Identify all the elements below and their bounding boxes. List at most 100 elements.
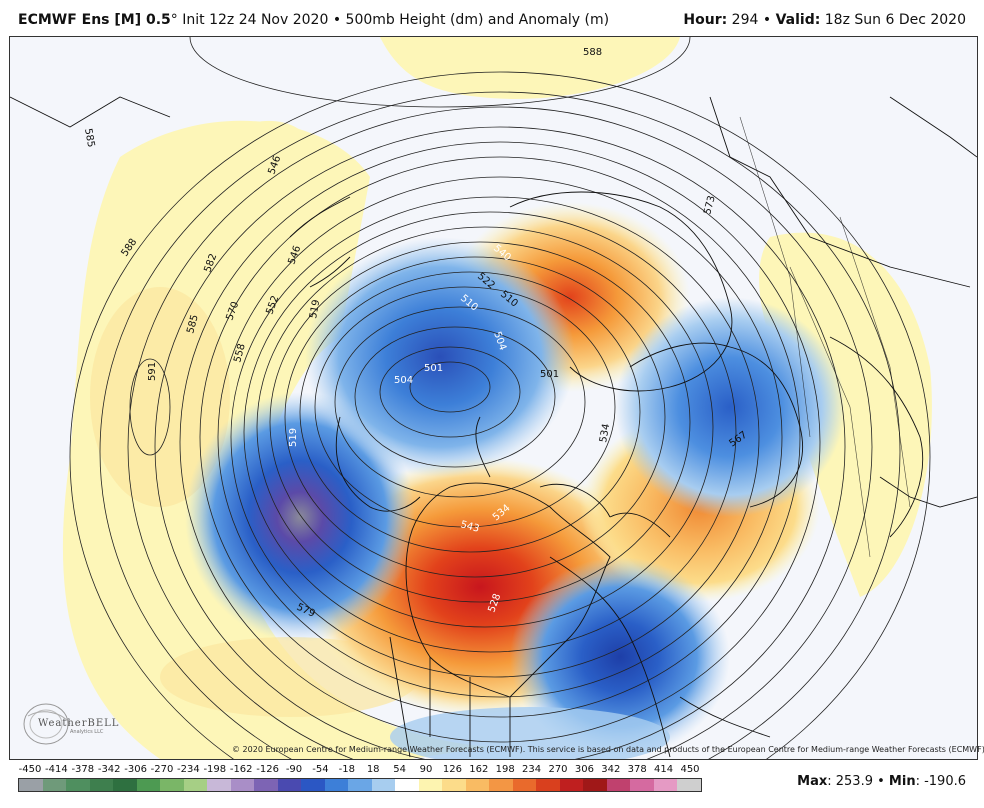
colorbar-cell <box>160 779 184 791</box>
map-panel[interactable]: 588 585 588 582 570 585 558 591 546 546 … <box>9 36 978 760</box>
colorbar-cell <box>606 779 631 791</box>
colorbar-tick-label: -450 <box>18 764 42 775</box>
colorbar-cell <box>136 779 161 791</box>
bullet: • <box>332 12 342 28</box>
colorbar-tick-label: -234 <box>177 764 200 775</box>
contour-label: 591 <box>147 362 158 381</box>
copyright-notice: © 2020 European Centre for Medium-range … <box>232 745 984 754</box>
colorbar-cell <box>653 779 678 791</box>
contour-label: 504 <box>394 375 413 386</box>
chart-title: ECMWF Ens [M] 0.5° Init 12z 24 Nov 2020 … <box>18 12 609 28</box>
colorbar-cell <box>348 779 372 791</box>
cold-anomaly-pacific <box>185 392 415 642</box>
contour-label: 573 <box>702 194 718 215</box>
contour-label: 543 <box>459 519 480 535</box>
colorbar-cell <box>395 779 419 791</box>
contour-label: 585 <box>185 313 201 334</box>
max-label: Max <box>797 774 828 789</box>
colorbar-tick-label: 90 <box>419 764 433 775</box>
colorbar-cell <box>536 779 560 791</box>
cold-anomaly-south <box>390 707 670 759</box>
colorbar-tick-label: 198 <box>495 764 515 775</box>
colorbar-cell <box>113 779 137 791</box>
max-min-stats: Max: 253.9 • Min: -190.6 <box>797 774 966 789</box>
colorbar-cell <box>324 779 349 791</box>
logo-name: WeatherBELL <box>38 718 120 729</box>
colorbar-tick-label: 450 <box>680 764 700 775</box>
contour-label: 519 <box>308 299 322 320</box>
contour-label: 558 <box>232 342 248 363</box>
colorbar-tick-label: -90 <box>285 764 303 775</box>
colorbar-cell <box>207 779 231 791</box>
colorbar-cell <box>183 779 208 791</box>
colorbar-cell <box>442 779 466 791</box>
colorbar-cell <box>559 779 584 791</box>
colorbar-tick-label: 18 <box>366 764 380 775</box>
colorbar-cell <box>254 779 278 791</box>
coastlines <box>10 96 977 758</box>
colorbar-cell <box>66 779 90 791</box>
valid-value: 18z Sun 6 Dec 2020 <box>824 12 966 28</box>
colorbar-cell <box>42 779 67 791</box>
bullet-2: • <box>762 12 772 28</box>
colorbar-tick-label: -54 <box>312 764 329 775</box>
colorbar-cell <box>630 779 654 791</box>
product-name: 500mb Height (dm) and Anomaly (m) <box>345 12 610 28</box>
contour-label: 588 <box>583 47 602 58</box>
logo-subtitle: Analytics LLC <box>70 729 104 735</box>
cold-anomaly-east-us <box>510 557 730 757</box>
colorbar-tick-label: -162 <box>229 764 253 775</box>
colorbar-tick-label: -198 <box>203 764 227 775</box>
valid-label: Valid: <box>775 12 821 28</box>
colorbar-cell <box>19 779 43 791</box>
colorbar-cell <box>89 779 114 791</box>
colorbar-tick-label: 414 <box>654 764 674 775</box>
cold-anomaly-pole <box>305 237 575 477</box>
colorbar-tick-label: -342 <box>97 764 121 775</box>
colorbar-ticks: -450 -414 -378 -342 -306 -270 -234 -198 -162 -126… <box>18 764 702 776</box>
init-time: Init 12z 24 Nov 2020 <box>182 12 329 28</box>
colorbar-tick-label: 342 <box>601 764 621 775</box>
colorbar-tick-label: 54 <box>393 764 406 775</box>
colorbar-tick-label: -306 <box>124 764 147 775</box>
colorbar-tick-label: 378 <box>627 764 647 775</box>
contour-label: 519 <box>288 428 299 447</box>
colorbar-tick-label: 126 <box>442 764 462 775</box>
contour-label: 501 <box>424 363 443 374</box>
graticule <box>739 116 911 558</box>
colorbar-cell <box>489 779 513 791</box>
colorbar-tick-label: 234 <box>522 764 542 775</box>
header: ECMWF Ens [M] 0.5° Init 12z 24 Nov 2020 … <box>0 0 984 34</box>
colorbar-tick-label: 270 <box>548 764 568 775</box>
height-contours <box>69 37 931 759</box>
hour-value: 294 <box>731 12 759 28</box>
colorbar-tick-label: -378 <box>71 764 95 775</box>
anomaly-map: 588 585 588 582 570 585 558 591 546 546 … <box>10 37 977 759</box>
model-name: ECMWF Ens [M] 0.5 <box>18 12 171 28</box>
colorbar-tick-label: -270 <box>150 764 174 775</box>
colorbar-cell <box>677 779 701 791</box>
colorbar <box>18 778 702 792</box>
max-value: : 253.9 • <box>827 774 889 789</box>
contour-label: 534 <box>598 423 612 444</box>
cold-anomaly-europe <box>615 297 845 517</box>
colorbar-tick-label: 162 <box>469 764 489 775</box>
colorbar-cell <box>583 779 607 791</box>
contour-label: 585 <box>82 128 96 149</box>
colorbar-cell <box>465 779 490 791</box>
colorbar-cell <box>418 779 443 791</box>
colorbar-tick-label: 306 <box>574 764 594 775</box>
valid-time-info: Hour: 294 • Valid: 18z Sun 6 Dec 2020 <box>683 12 966 28</box>
hour-label: Hour: <box>683 12 728 28</box>
min-value: : -190.6 <box>915 774 966 789</box>
colorbar-tick-label: -18 <box>338 764 355 775</box>
min-label: Min <box>888 774 916 789</box>
colorbar-cell <box>277 779 302 791</box>
colorbar-tick-label: -414 <box>45 764 68 775</box>
colorbar-cell <box>230 779 255 791</box>
contour-label: 501 <box>540 369 559 380</box>
degree-symbol: ° <box>170 12 178 28</box>
colorbar-tick-label: -126 <box>256 764 279 775</box>
colorbar-cell <box>512 779 537 791</box>
colorbar-cell <box>301 779 325 791</box>
